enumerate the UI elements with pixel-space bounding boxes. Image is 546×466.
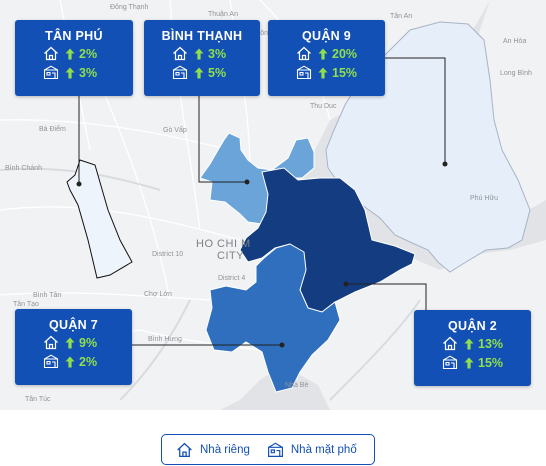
arrow-up-icon (464, 338, 474, 349)
arrow-up-icon (318, 48, 328, 59)
house-growth: 13% (478, 336, 504, 351)
svg-text:Chợ Lớn: Chợ Lớn (144, 291, 172, 298)
house-row: 3% (144, 44, 260, 63)
house-growth: 9% (79, 335, 98, 350)
district-name: QUẬN 2 (447, 319, 498, 333)
district-name: QUẬN 9 (301, 29, 352, 43)
house-growth: 20% (332, 46, 358, 61)
townhouse-icon (442, 355, 458, 370)
svg-text:Bà Điểm: Bà Điểm (39, 125, 66, 133)
district-name: TÂN PHÚ (45, 29, 103, 43)
svg-text:Gò Vấp: Gò Vấp (163, 125, 187, 134)
dot-quan-9 (442, 161, 448, 167)
townhouse-row: 3% (15, 63, 133, 82)
townhouse-icon (43, 354, 59, 369)
card-quan-9: QUẬN 9 20% 15% (268, 20, 385, 96)
house-icon (44, 46, 58, 61)
house-icon (173, 46, 187, 61)
svg-text:HO CHI M: HO CHI M (196, 238, 251, 250)
svg-text:Bình Hưng: Bình Hưng (148, 336, 182, 343)
svg-text:Nhà Bè: Nhà Bè (285, 382, 308, 389)
svg-text:Thu Duc: Thu Duc (310, 103, 337, 110)
district-quan-7 (205, 243, 341, 393)
district-tan-phu (66, 159, 133, 279)
arrow-up-icon (464, 357, 474, 368)
townhouse-icon (172, 65, 188, 80)
arrow-up-icon (194, 48, 204, 59)
legend-townhouse-label: Nhà mặt phố (290, 443, 357, 456)
svg-text:District 10: District 10 (152, 251, 183, 258)
arrow-up-icon (65, 337, 75, 348)
house-row: 13% (414, 334, 531, 353)
legend: Nhà riêng Nhà mặt phố (161, 434, 375, 465)
svg-text:Tân An: Tân An (390, 13, 412, 20)
svg-text:Bình Tân: Bình Tân (33, 292, 61, 299)
house-row: 9% (15, 333, 132, 352)
house-icon (44, 335, 58, 350)
townhouse-growth: 5% (208, 65, 227, 80)
house-icon (177, 442, 192, 457)
townhouse-row: 2% (15, 352, 132, 371)
townhouse-row: 15% (268, 63, 385, 82)
arrow-up-icon (65, 48, 75, 59)
svg-text:An Hòa: An Hòa (503, 38, 526, 45)
svg-text:CITY: CITY (217, 250, 244, 262)
townhouse-row: 15% (414, 353, 531, 372)
townhouse-icon (296, 65, 312, 80)
svg-text:Long Bình: Long Bình (500, 70, 532, 77)
house-row: 20% (268, 44, 385, 63)
townhouse-icon (267, 442, 283, 457)
townhouse-growth: 15% (478, 355, 504, 370)
arrow-up-icon (318, 67, 328, 78)
svg-text:Bình Chánh: Bình Chánh (5, 165, 42, 172)
leader-quan-9 (376, 57, 446, 164)
svg-text:Thuận An: Thuận An (208, 11, 238, 18)
townhouse-icon (43, 65, 59, 80)
card-binh-thanh: BÌNH THẠNH 3% 5% (144, 20, 260, 96)
townhouse-growth: 2% (79, 354, 98, 369)
legend-house: Nhà riêng (176, 442, 250, 458)
house-row: 2% (15, 44, 133, 63)
house-growth: 2% (79, 46, 98, 61)
dot-tan-phu (76, 181, 82, 187)
district-name: QUẬN 7 (48, 318, 99, 332)
leader-quan-2 (346, 283, 427, 310)
leader-lines (78, 57, 446, 346)
townhouse-row: 5% (144, 63, 260, 82)
svg-text:Phú Hữu: Phú Hữu (470, 195, 498, 202)
arrow-up-icon (194, 67, 204, 78)
leader-dots (76, 161, 448, 348)
townhouse-growth: 15% (332, 65, 358, 80)
svg-text:Đông Thạnh: Đông Thạnh (110, 4, 149, 11)
card-quan-7: QUẬN 7 9% 2% (15, 309, 132, 385)
leader-binh-thanh (198, 96, 247, 183)
svg-text:Tân Túc: Tân Túc (25, 396, 51, 403)
house-icon (443, 336, 457, 351)
dot-binh-thanh (244, 179, 250, 185)
card-quan-2: QUẬN 2 13% 15% (414, 310, 531, 386)
legend-townhouse: Nhà mặt phố (267, 442, 357, 458)
legend-house-label: Nhà riêng (200, 443, 250, 456)
arrow-up-icon (65, 67, 75, 78)
townhouse-growth: 3% (79, 65, 98, 80)
district-name: BÌNH THẠNH (161, 29, 243, 43)
arrow-up-icon (65, 356, 75, 367)
house-growth: 3% (208, 46, 227, 61)
dot-quan-7 (279, 342, 285, 348)
svg-text:District 4: District 4 (218, 275, 245, 282)
dot-quan-2 (343, 281, 349, 287)
card-tan-phu: TÂN PHÚ 2% 3% (15, 20, 133, 96)
house-icon (297, 46, 311, 61)
svg-text:Tân Tạo: Tân Tạo (13, 301, 39, 308)
